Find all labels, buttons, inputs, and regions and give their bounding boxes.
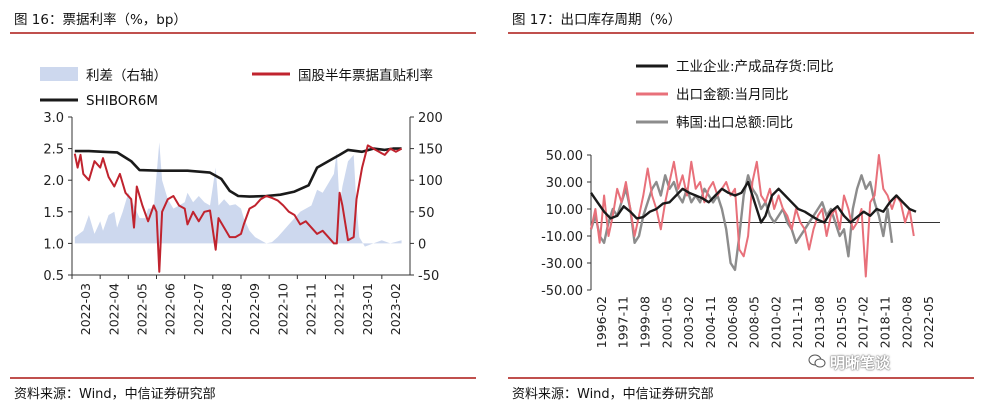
watermark: 明晰笔谈 [830,354,891,372]
y2-tick-label: 150 [418,143,443,158]
y2-tick-label: 200 [418,111,443,126]
series-shibor-line [74,147,402,198]
left-chart: 3.0 2.5 2.0 1.5 1.0 0.5 200 150 100 50 0 -50 2022-03… [40,67,443,335]
x-tick-label: 2023-01 [360,283,375,335]
y-tick-label: -30.00 [541,257,583,272]
y2-tick-label: -50 [418,269,439,284]
x-tick-label: 2022-10 [275,283,290,335]
x-tick-label: 1997-11 [616,296,631,348]
x-tick-label: 2013-08 [812,296,827,348]
series-bill-line [73,144,403,273]
legend-label: 利差（右轴） [86,68,167,84]
x-tick-label: 2017-02 [856,296,871,348]
x-tick-label: 1999-08 [638,296,653,348]
x-tick-label: 2022-12 [332,283,347,335]
x-tick-label: 2022-11 [303,283,318,335]
y-tick-label: 2.0 [43,174,64,189]
x-tick-label: 2022-05 [921,296,936,348]
source-note: 资料来源：Wind，中信证券研究部 [14,387,216,402]
x-tick-label: 2011-11 [790,296,805,348]
x-tick-label: 2010-02 [768,296,783,348]
right-figure: 图 17：出口库存周期（%） 50.00 30.00 10.00 -10.00 -30.… [498,0,988,408]
x-tick-label: 2022-07 [191,283,206,335]
x-tick-label: 2003-02 [681,296,696,348]
left-figure: 图 16：票据利率（%，bp） 3.0 2.5 2.0 1.5 1.0 0.5 200 150… [0,0,490,408]
source-rule [508,377,974,379]
y-tick-label: 0.5 [43,269,64,284]
wechat-icon [808,354,826,368]
y-tick-label: -10.00 [541,230,583,245]
x-tick-label: 2022-05 [134,283,149,335]
legend-swatch-spread [40,67,78,81]
x-tick-label: 2022-04 [106,283,121,335]
source-rule [10,377,476,379]
figure-title: 图 17：出口库存周期（%） [512,12,682,28]
x-tick-label: 2004-11 [703,296,718,348]
y-tick-label: 2.5 [43,143,64,158]
right-chart: 50.00 30.00 10.00 -10.00 -30.00 -50.00 1996-02… [541,58,940,348]
x-tick-label: 2018-11 [877,296,892,348]
series-industry-line [590,180,917,224]
y-tick-label: 1.0 [43,237,64,252]
legend-label: SHIBOR6M [86,93,158,109]
y-tick-label: 10.00 [546,203,583,218]
y-tick-label: 50.00 [546,149,583,164]
x-tick-label: 2022-06 [163,283,178,335]
series-export-line [590,154,915,278]
figure-title: 图 16：票据利率（%，bp） [14,12,187,28]
x-tick-label: 2022-08 [219,283,234,335]
legend-label: 韩国:出口总额:同比 [676,115,793,131]
y2-tick-label: 50 [418,206,435,221]
title-rule [10,32,476,34]
x-tick-label: 2023-02 [388,283,403,335]
source-note: 资料来源：Wind，中信证券研究部 [512,387,714,402]
legend-label: 国股半年票据直贴利率 [298,67,433,84]
legend-label: 工业企业:产成品存货:同比 [676,58,834,75]
x-tick-label: 2022-09 [247,283,262,335]
x-tick-label: 2022-03 [78,283,93,335]
x-tick-label: 2001-05 [659,296,674,348]
title-rule [508,32,974,34]
x-tick-label: 1996-02 [594,296,609,348]
x-tick-label: 2015-05 [834,296,849,348]
y-tick-label: -50.00 [541,284,583,299]
legend-label: 出口金额:当月同比 [676,87,789,103]
y2-tick-label: 100 [418,174,443,189]
y-tick-label: 1.5 [43,206,64,221]
x-tick-label: 2006-08 [725,296,740,348]
y2-tick-label: 0 [418,237,426,252]
y-tick-label: 30.00 [546,176,583,191]
x-tick-label: 2020-08 [899,296,914,348]
x-tick-label: 2008-05 [747,296,762,348]
series-korea-line [589,174,894,271]
y-tick-label: 3.0 [43,111,64,126]
